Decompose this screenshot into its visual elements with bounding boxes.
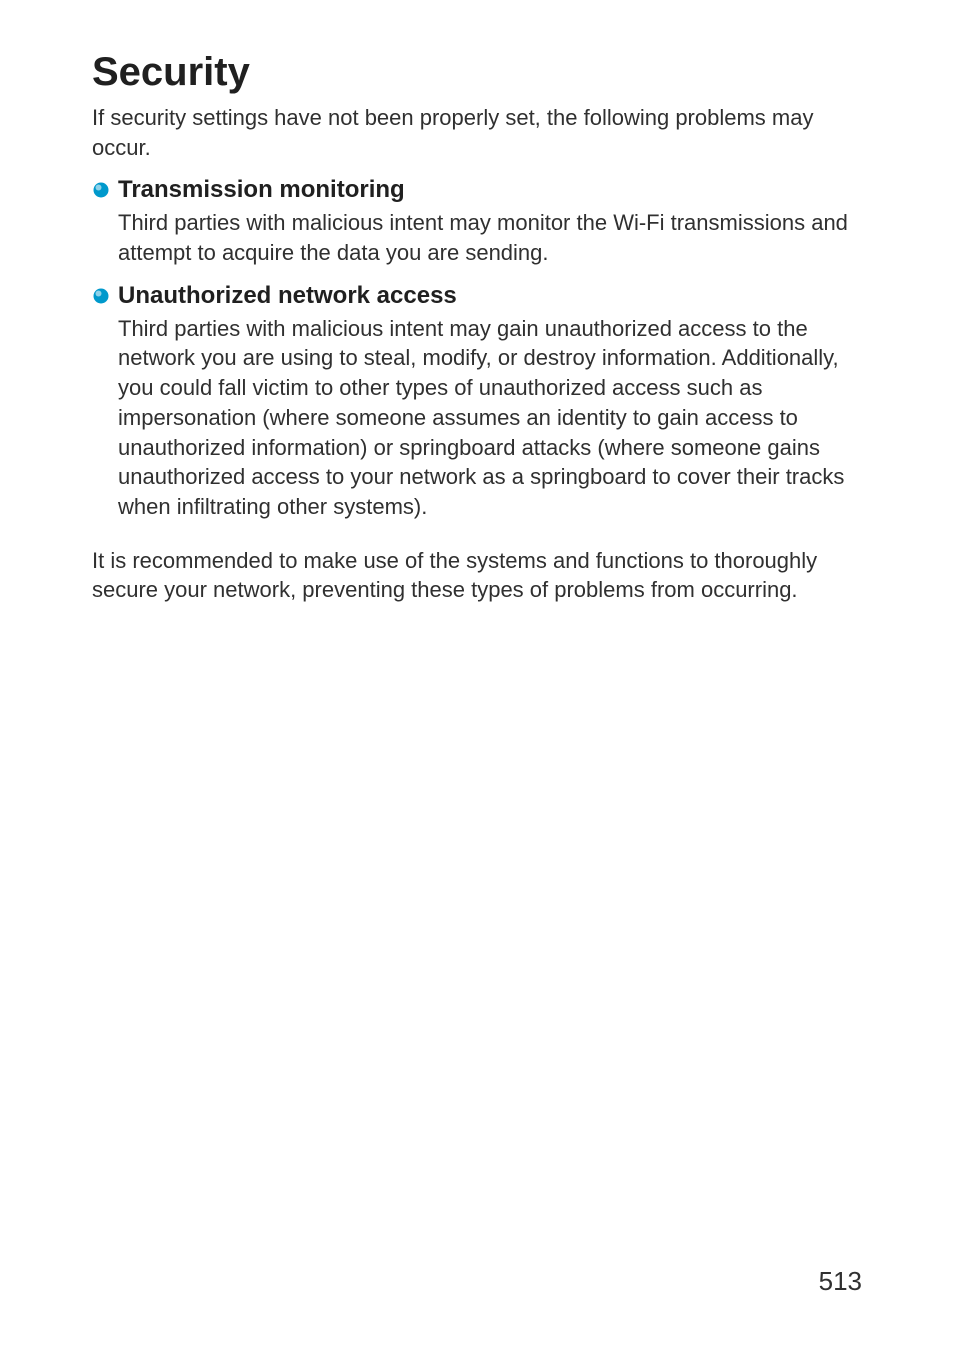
section-transmission-monitoring: Transmission monitoring Third parties wi…	[92, 176, 862, 267]
bullet-icon	[92, 181, 110, 199]
section-unauthorized-access: Unauthorized network access Third partie…	[92, 282, 862, 522]
bullet-icon	[92, 287, 110, 305]
section-title: Transmission monitoring	[118, 176, 405, 204]
section-body: Third parties with malicious intent may …	[92, 208, 862, 267]
intro-paragraph: If security settings have not been prope…	[92, 103, 862, 162]
section-title: Unauthorized network access	[118, 282, 457, 310]
section-header: Transmission monitoring	[92, 176, 862, 204]
page-title: Security	[92, 50, 862, 95]
section-header: Unauthorized network access	[92, 282, 862, 310]
section-body: Third parties with malicious intent may …	[92, 314, 862, 522]
page-number: 513	[819, 1266, 862, 1297]
conclusion-paragraph: It is recommended to make use of the sys…	[92, 546, 862, 605]
